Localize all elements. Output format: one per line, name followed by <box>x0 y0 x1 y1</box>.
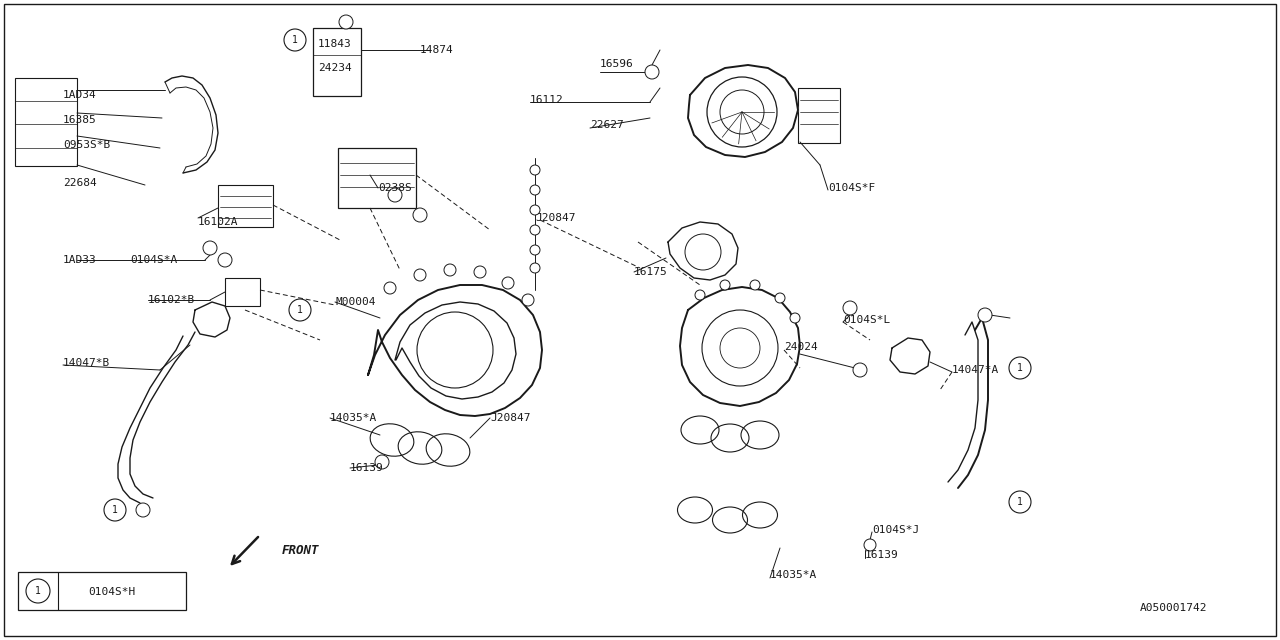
Circle shape <box>864 539 876 551</box>
Text: 14874: 14874 <box>420 45 453 55</box>
Circle shape <box>26 579 50 603</box>
Circle shape <box>136 503 150 517</box>
Circle shape <box>413 269 426 281</box>
Circle shape <box>852 363 867 377</box>
Circle shape <box>104 499 125 521</box>
Circle shape <box>1009 357 1030 379</box>
Circle shape <box>530 225 540 235</box>
Text: 14035*A: 14035*A <box>330 413 378 423</box>
Text: 24234: 24234 <box>317 63 352 73</box>
Text: 14035*A: 14035*A <box>771 570 817 580</box>
Circle shape <box>375 455 389 469</box>
Circle shape <box>522 294 534 306</box>
Circle shape <box>388 188 402 202</box>
Bar <box>314 28 361 96</box>
Circle shape <box>289 299 311 321</box>
Text: 1: 1 <box>1018 363 1023 373</box>
Text: 16102A: 16102A <box>198 217 238 227</box>
Text: 22627: 22627 <box>590 120 623 130</box>
Circle shape <box>750 280 760 290</box>
Text: A050001742: A050001742 <box>1140 603 1207 613</box>
Circle shape <box>719 280 730 290</box>
Circle shape <box>444 264 456 276</box>
Circle shape <box>339 15 353 29</box>
Bar <box>225 278 260 306</box>
Text: J20847: J20847 <box>490 413 530 423</box>
Text: 0953S*B: 0953S*B <box>63 140 110 150</box>
Text: 14047*A: 14047*A <box>952 365 1000 375</box>
Text: 0104S*H: 0104S*H <box>88 587 136 597</box>
Circle shape <box>774 293 785 303</box>
Circle shape <box>695 290 705 300</box>
Circle shape <box>530 263 540 273</box>
Polygon shape <box>668 222 739 280</box>
Text: 22684: 22684 <box>63 178 97 188</box>
Polygon shape <box>680 287 800 406</box>
Circle shape <box>413 208 428 222</box>
Text: 14047*B: 14047*B <box>63 358 110 368</box>
Circle shape <box>384 282 396 294</box>
Text: 1: 1 <box>292 35 298 45</box>
Text: 0238S: 0238S <box>378 183 412 193</box>
Text: 16112: 16112 <box>530 95 563 105</box>
Text: 16175: 16175 <box>634 267 668 277</box>
Text: J20847: J20847 <box>535 213 576 223</box>
Circle shape <box>1009 491 1030 513</box>
Circle shape <box>645 65 659 79</box>
Circle shape <box>474 266 486 278</box>
Circle shape <box>530 165 540 175</box>
Text: 24024: 24024 <box>783 342 818 352</box>
Text: 1AD33: 1AD33 <box>63 255 97 265</box>
Bar <box>18 572 186 610</box>
Circle shape <box>790 313 800 323</box>
Text: FRONT: FRONT <box>282 543 320 557</box>
Text: 1AD34: 1AD34 <box>63 90 97 100</box>
Text: 16102*B: 16102*B <box>148 295 196 305</box>
Bar <box>218 185 273 227</box>
Text: 1: 1 <box>297 305 303 315</box>
Text: M00004: M00004 <box>335 297 375 307</box>
Bar <box>797 88 840 143</box>
Circle shape <box>502 277 515 289</box>
Polygon shape <box>689 65 797 157</box>
Text: 0104S*J: 0104S*J <box>872 525 919 535</box>
Circle shape <box>218 253 232 267</box>
Text: 16139: 16139 <box>865 550 899 560</box>
Text: 0104S*F: 0104S*F <box>828 183 876 193</box>
Text: 16596: 16596 <box>600 59 634 69</box>
Text: 1: 1 <box>1018 497 1023 507</box>
Text: 1: 1 <box>113 505 118 515</box>
Text: 16139: 16139 <box>349 463 384 473</box>
Circle shape <box>530 185 540 195</box>
Text: 0104S*L: 0104S*L <box>844 315 891 325</box>
Circle shape <box>844 301 858 315</box>
Text: 0104S*A: 0104S*A <box>131 255 177 265</box>
Circle shape <box>978 308 992 322</box>
Bar <box>15 78 77 166</box>
Circle shape <box>530 245 540 255</box>
Circle shape <box>284 29 306 51</box>
Circle shape <box>530 205 540 215</box>
Bar <box>338 148 416 208</box>
Circle shape <box>204 241 218 255</box>
Text: 11843: 11843 <box>317 39 352 49</box>
Text: 1: 1 <box>35 586 41 596</box>
Polygon shape <box>369 285 541 416</box>
Text: 16385: 16385 <box>63 115 97 125</box>
